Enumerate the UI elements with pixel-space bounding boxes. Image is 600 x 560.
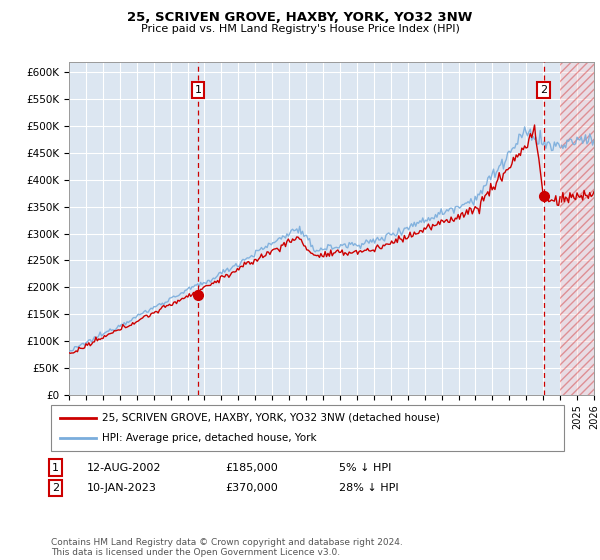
Text: £370,000: £370,000 [225, 483, 278, 493]
Text: 2: 2 [540, 85, 547, 95]
Text: Price paid vs. HM Land Registry's House Price Index (HPI): Price paid vs. HM Land Registry's House … [140, 24, 460, 34]
Text: 28% ↓ HPI: 28% ↓ HPI [339, 483, 398, 493]
Text: 12-AUG-2002: 12-AUG-2002 [87, 463, 161, 473]
Text: 1: 1 [194, 85, 202, 95]
Bar [560, 62, 594, 395]
Text: £185,000: £185,000 [225, 463, 278, 473]
Text: 2: 2 [52, 483, 59, 493]
Text: 1: 1 [52, 463, 59, 473]
Text: 25, SCRIVEN GROVE, HAXBY, YORK, YO32 3NW: 25, SCRIVEN GROVE, HAXBY, YORK, YO32 3NW [127, 11, 473, 24]
Text: 10-JAN-2023: 10-JAN-2023 [87, 483, 157, 493]
Text: 25, SCRIVEN GROVE, HAXBY, YORK, YO32 3NW (detached house): 25, SCRIVEN GROVE, HAXBY, YORK, YO32 3NW… [102, 413, 440, 423]
Text: 5% ↓ HPI: 5% ↓ HPI [339, 463, 391, 473]
Text: HPI: Average price, detached house, York: HPI: Average price, detached house, York [102, 433, 317, 443]
Text: Contains HM Land Registry data © Crown copyright and database right 2024.
This d: Contains HM Land Registry data © Crown c… [51, 538, 403, 557]
Bar [560, 62, 594, 395]
